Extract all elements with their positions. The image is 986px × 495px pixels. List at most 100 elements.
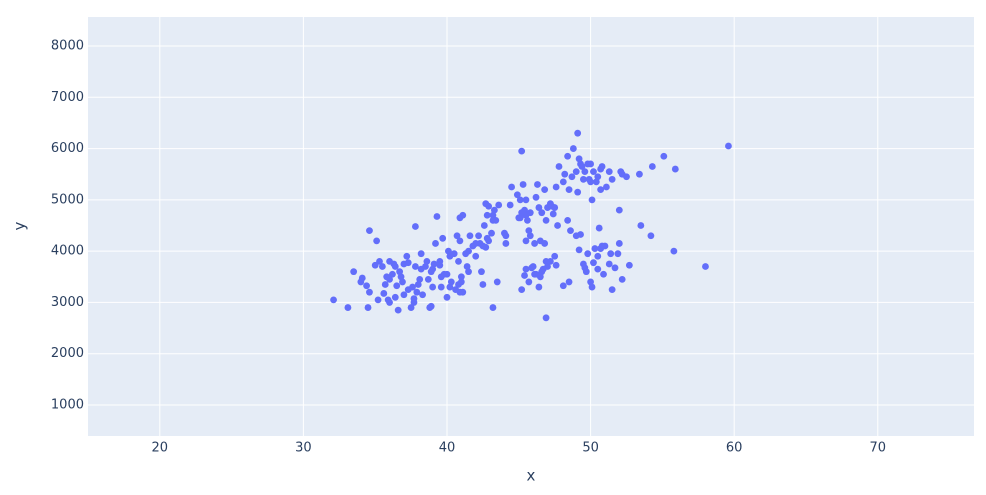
point xyxy=(551,252,559,260)
point xyxy=(432,240,439,247)
point xyxy=(350,268,358,276)
point xyxy=(549,210,557,218)
point xyxy=(407,304,415,311)
point xyxy=(358,274,366,282)
point xyxy=(575,246,583,254)
point xyxy=(489,304,497,311)
point xyxy=(413,288,421,296)
y-tick-label: 1000 xyxy=(51,398,84,413)
point xyxy=(725,142,732,150)
point xyxy=(485,237,493,245)
x-tick-label: 40 xyxy=(439,441,456,456)
point xyxy=(541,240,549,247)
point xyxy=(419,291,426,299)
markers xyxy=(330,129,732,322)
point xyxy=(443,293,451,301)
point xyxy=(380,290,388,297)
point xyxy=(437,283,445,291)
point xyxy=(592,178,600,186)
point xyxy=(534,181,541,188)
point xyxy=(450,250,458,258)
x-tick-label: 30 xyxy=(295,441,312,456)
point xyxy=(564,152,572,160)
point xyxy=(581,168,589,176)
point xyxy=(456,288,464,296)
point xyxy=(618,275,626,283)
point xyxy=(453,232,461,240)
point xyxy=(344,304,352,311)
point xyxy=(615,240,623,247)
point xyxy=(575,155,583,163)
point xyxy=(671,165,679,173)
point xyxy=(463,263,471,270)
point xyxy=(430,260,438,268)
point xyxy=(445,247,452,255)
point xyxy=(400,291,408,299)
point xyxy=(439,234,447,242)
point xyxy=(386,299,393,306)
point xyxy=(660,152,668,160)
point xyxy=(429,283,437,291)
point xyxy=(489,211,497,219)
point xyxy=(590,259,597,267)
point xyxy=(490,206,498,214)
point xyxy=(587,160,594,168)
point xyxy=(559,178,567,186)
x-axis-title: x xyxy=(527,467,536,485)
point xyxy=(465,268,472,276)
point xyxy=(485,202,493,210)
point xyxy=(414,281,422,288)
point xyxy=(528,264,536,272)
point xyxy=(597,165,605,173)
point xyxy=(611,264,619,272)
point xyxy=(552,183,560,191)
point xyxy=(394,306,402,314)
point xyxy=(565,278,573,286)
point xyxy=(480,222,488,229)
point xyxy=(424,275,432,283)
point xyxy=(374,296,382,304)
point xyxy=(429,265,437,273)
point xyxy=(615,206,623,214)
point xyxy=(391,263,399,270)
y-tick-label: 5000 xyxy=(51,192,84,207)
point xyxy=(416,275,424,283)
point xyxy=(522,196,530,204)
point xyxy=(447,278,455,286)
point xyxy=(519,181,527,188)
point xyxy=(535,283,543,291)
point xyxy=(555,163,563,170)
point xyxy=(399,278,406,286)
point xyxy=(427,302,435,310)
point xyxy=(482,243,490,251)
point xyxy=(670,247,678,255)
point xyxy=(567,227,574,235)
y-tick-label: 2000 xyxy=(51,346,84,361)
point xyxy=(538,209,546,217)
point xyxy=(647,232,655,240)
point xyxy=(607,250,615,258)
point xyxy=(501,229,508,237)
point xyxy=(535,204,543,211)
point xyxy=(366,227,373,235)
point xyxy=(574,129,582,137)
point xyxy=(569,145,577,152)
point xyxy=(614,250,622,258)
point xyxy=(541,186,549,193)
point xyxy=(412,223,419,230)
point xyxy=(625,261,633,269)
point xyxy=(532,193,540,201)
point xyxy=(376,258,383,265)
point xyxy=(594,173,602,181)
point xyxy=(455,281,462,288)
point xyxy=(516,214,524,222)
point xyxy=(594,252,602,260)
point xyxy=(516,196,524,204)
point xyxy=(564,216,572,224)
point xyxy=(417,265,425,273)
point xyxy=(479,281,487,288)
point xyxy=(400,260,408,268)
point xyxy=(518,209,526,217)
y-axis-title: y xyxy=(11,221,29,230)
point xyxy=(572,168,580,176)
